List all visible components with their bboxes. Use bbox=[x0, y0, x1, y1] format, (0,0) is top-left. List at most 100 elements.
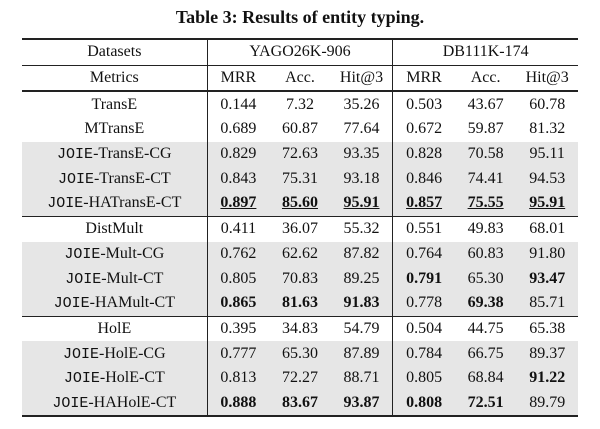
value-cell: 65.30 bbox=[269, 341, 331, 366]
name-part: JOIE bbox=[57, 146, 94, 164]
metric-header: Acc. bbox=[269, 64, 331, 92]
value-cell: 0.689 bbox=[206, 117, 270, 142]
table-row: JOIE-HolE-CT 0.813 72.27 88.71 0.805 68.84 91.… bbox=[22, 365, 578, 391]
model-name: JOIE-HolE-CG bbox=[22, 341, 208, 366]
model-name: JOIE-HATransE-CT bbox=[22, 191, 208, 217]
value-cell: 0.411 bbox=[206, 215, 270, 242]
value-cell: 0.805 bbox=[206, 266, 270, 291]
name-part: JOIE bbox=[65, 270, 102, 288]
value-cell: 0.843 bbox=[206, 166, 270, 192]
value-cell: 94.53 bbox=[516, 166, 578, 192]
table-row: DistMult 0.411 36.07 55.32 0.551 49.83 68.01 bbox=[22, 215, 578, 242]
name-part: -HolE-CT bbox=[99, 369, 165, 387]
value-cell: 91.80 bbox=[516, 241, 578, 267]
value-cell: 68.01 bbox=[516, 215, 578, 242]
value-cell: 34.83 bbox=[269, 315, 331, 342]
value-cell: 62.62 bbox=[269, 241, 331, 267]
value-cell: 0.813 bbox=[206, 365, 270, 391]
value-cell: 0.829 bbox=[206, 141, 270, 167]
results-table: Datasets YAGO26K-906 DB111K-174 Metrics MRR A… bbox=[22, 37, 578, 418]
value-cell: 54.79 bbox=[330, 315, 393, 342]
value-cell: 81.32 bbox=[529, 120, 566, 138]
value-cell: 95.11 bbox=[516, 141, 578, 167]
model-name: JOIE-HAHolE-CT bbox=[22, 390, 208, 418]
value-cell: 75.31 bbox=[269, 166, 331, 192]
value-cell: 89.79 bbox=[516, 390, 578, 418]
name-part: MTransE bbox=[84, 120, 145, 138]
model-name: JOIE-TransE-CT bbox=[22, 166, 208, 192]
value-cell: 69.38 bbox=[454, 290, 517, 317]
table-row: JOIE-HATransE-CT 0.897 85.60 95.91 0.857 75.5… bbox=[22, 191, 578, 217]
value-cell: 43.67 bbox=[454, 90, 517, 118]
value-cell: 60.78 bbox=[516, 90, 578, 118]
value-cell: 0.784 bbox=[392, 341, 455, 366]
value-cell: 68.84 bbox=[454, 365, 517, 391]
value-cell: 66.75 bbox=[454, 341, 517, 366]
value-cell: 88.71 bbox=[330, 365, 393, 391]
model-name: JOIE-HolE-CT bbox=[22, 365, 208, 391]
value-cell: 81.63 bbox=[269, 290, 331, 317]
model-name: DistMult bbox=[22, 215, 208, 242]
value-cell: 87.82 bbox=[330, 241, 393, 267]
name-part: JOIE bbox=[47, 195, 84, 213]
metric-header: Hit@3 bbox=[330, 64, 393, 92]
value-cell: 0.503 bbox=[392, 90, 455, 118]
metric-header: Acc. bbox=[454, 64, 517, 92]
table-title: Table 3: Results of entity typing. bbox=[175, 7, 425, 27]
table-row: JOIE-HAHolE-CT 0.888 83.67 93.87 0.808 72.51 8… bbox=[22, 390, 578, 418]
model-name: JOIE-TransE-CG bbox=[22, 141, 208, 167]
model-name: TransE bbox=[22, 90, 208, 118]
value-cell: 95.91 bbox=[330, 191, 393, 217]
value-cell: 0.764 bbox=[392, 241, 455, 267]
table-row: JOIE-Mult-CT 0.805 70.83 89.25 0.791 65.30 93.… bbox=[22, 266, 578, 291]
metric-header: Hit@3 bbox=[516, 64, 578, 92]
model-name: JOIE-HAMult-CT bbox=[22, 290, 208, 317]
name-part: JOIE bbox=[62, 345, 99, 363]
value-cell: 89.37 bbox=[516, 341, 578, 366]
value-cell: 91.83 bbox=[330, 290, 393, 317]
value-cell: 91.22 bbox=[516, 365, 578, 391]
value-cell: 70.58 bbox=[454, 141, 517, 167]
value-cell: 0.805 bbox=[392, 365, 455, 391]
dataset-header: YAGO26K-906 bbox=[206, 37, 393, 66]
table-row: JOIE-HolE-CG 0.777 65.30 87.89 0.784 66.75 89.… bbox=[22, 341, 578, 366]
value-cell: 36.07 bbox=[269, 215, 331, 242]
name-part: JOIE bbox=[53, 295, 90, 313]
value-cell: 0.144 bbox=[206, 90, 270, 118]
value-cell: 70.83 bbox=[269, 266, 331, 291]
value-cell: 0.857 bbox=[392, 191, 455, 217]
name-part: -HATransE-CT bbox=[83, 194, 182, 212]
value-cell: 60.87 bbox=[281, 120, 318, 138]
table-row: JOIE-Mult-CG 0.762 62.62 87.82 0.764 60.83 91.… bbox=[22, 241, 578, 267]
value-cell: 0.897 bbox=[206, 191, 270, 217]
value-cell: 0.808 bbox=[392, 390, 455, 418]
model-name: HolE bbox=[22, 315, 208, 342]
value-cell: 0.762 bbox=[206, 241, 270, 267]
value-cell: 93.18 bbox=[330, 166, 393, 192]
value-cell: 75.55 bbox=[454, 191, 517, 217]
value-cell: 85.71 bbox=[516, 290, 578, 317]
metric-header: MRR bbox=[392, 64, 455, 92]
value-cell: 0.846 bbox=[392, 166, 455, 192]
name-part: -HAHolE-CT bbox=[88, 393, 177, 411]
value-cell: 74.41 bbox=[454, 166, 517, 192]
value-cell: 72.51 bbox=[454, 390, 517, 418]
value-cell: 0.778 bbox=[392, 290, 455, 317]
value-cell: 60.83 bbox=[454, 241, 517, 267]
model-name: JOIE-Mult-CT bbox=[22, 266, 208, 291]
value-cell: 95.91 bbox=[516, 191, 578, 217]
name-part: -TransE-CT bbox=[93, 169, 171, 187]
value-cell: 0.777 bbox=[206, 341, 270, 366]
name-part: -Mult-CT bbox=[101, 269, 164, 287]
value-cell: 65.38 bbox=[516, 315, 578, 342]
value-cell: 0.865 bbox=[206, 290, 270, 317]
metrics-row: Metrics MRR Acc. Hit@3 MRR Acc. Hit@3 bbox=[22, 64, 578, 92]
value-cell: 72.27 bbox=[269, 365, 331, 391]
table-row: TransE 0.144 7.32 35.26 0.503 43.67 60.78 bbox=[22, 90, 578, 118]
name-part: -TransE-CG bbox=[93, 145, 172, 163]
value-cell: 65.30 bbox=[454, 266, 517, 291]
value-cell: 0.395 bbox=[206, 315, 270, 342]
value-cell: 0.504 bbox=[392, 315, 455, 342]
value-cell: 85.60 bbox=[269, 191, 331, 217]
